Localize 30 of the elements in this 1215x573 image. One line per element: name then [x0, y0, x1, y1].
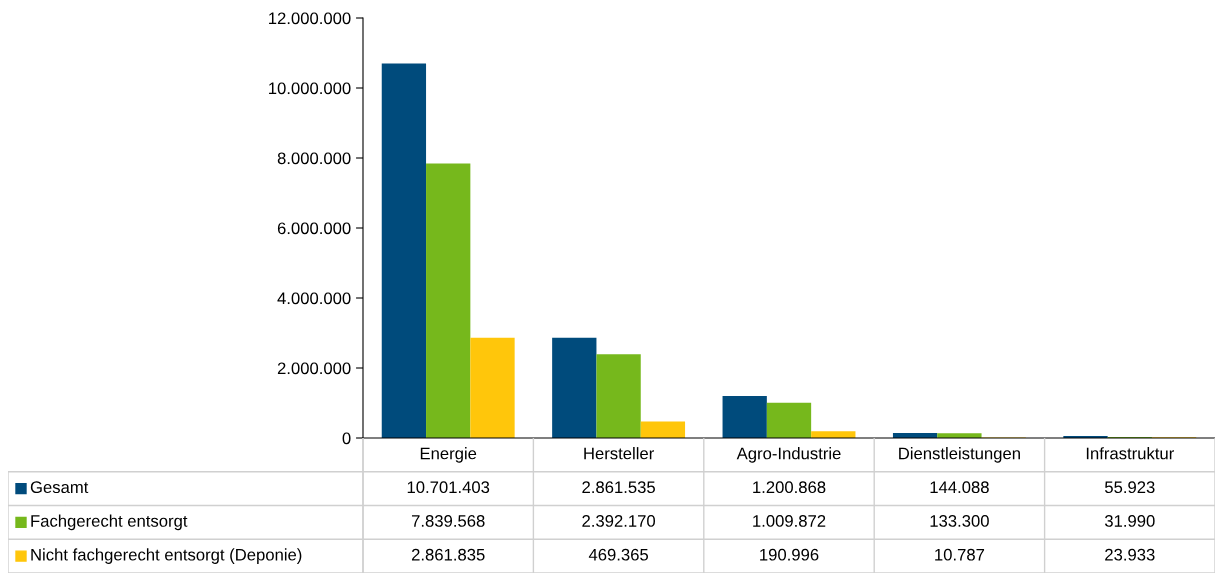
data-label: 10.701.403 [407, 481, 490, 494]
y-tick-label: 0 [342, 432, 351, 445]
data-label: 10.787 [935, 548, 985, 561]
y-tick-label: 12.000.000 [269, 12, 351, 25]
x-tick-label: Hersteller [584, 447, 654, 460]
y-tick-label: 8.000.000 [277, 152, 351, 165]
data-label: 1.200.868 [753, 481, 826, 494]
y-tick-label: 4.000.000 [277, 292, 351, 305]
legend-label: Nicht fachgerecht entsorgt (Deponie) [31, 548, 302, 564]
data-label: 144.088 [930, 481, 989, 494]
legend-label: Gesamt [30, 481, 89, 494]
x-tick-label: Dienstleistungen [899, 447, 1020, 463]
data-label: 2.392.170 [582, 515, 656, 527]
y-tick-label: 2.000.000 [277, 362, 351, 375]
data-label: 469.365 [588, 548, 649, 561]
data-label: 2.861.535 [582, 481, 655, 494]
data-label: 23.933 [1105, 548, 1155, 561]
y-tick-label: 10.000.000 [269, 82, 351, 95]
data-label: 7.839.568 [411, 515, 485, 527]
data-label: 133.300 [930, 515, 989, 527]
data-label: 190.996 [760, 548, 819, 561]
y-tick-label: 6.000.000 [277, 222, 351, 235]
legend-label: Fachgerecht entsorgt [31, 514, 188, 531]
x-tick-label: Energie [420, 447, 477, 463]
x-tick-label: Agro-Industrie [736, 447, 841, 463]
data-label: 55.923 [1104, 481, 1155, 494]
data-label: 1.009.872 [753, 515, 826, 527]
x-tick-label: Infrastruktur [1086, 447, 1174, 460]
data-label: 31.990 [1104, 515, 1155, 527]
data-label: 2.861.835 [411, 548, 485, 561]
